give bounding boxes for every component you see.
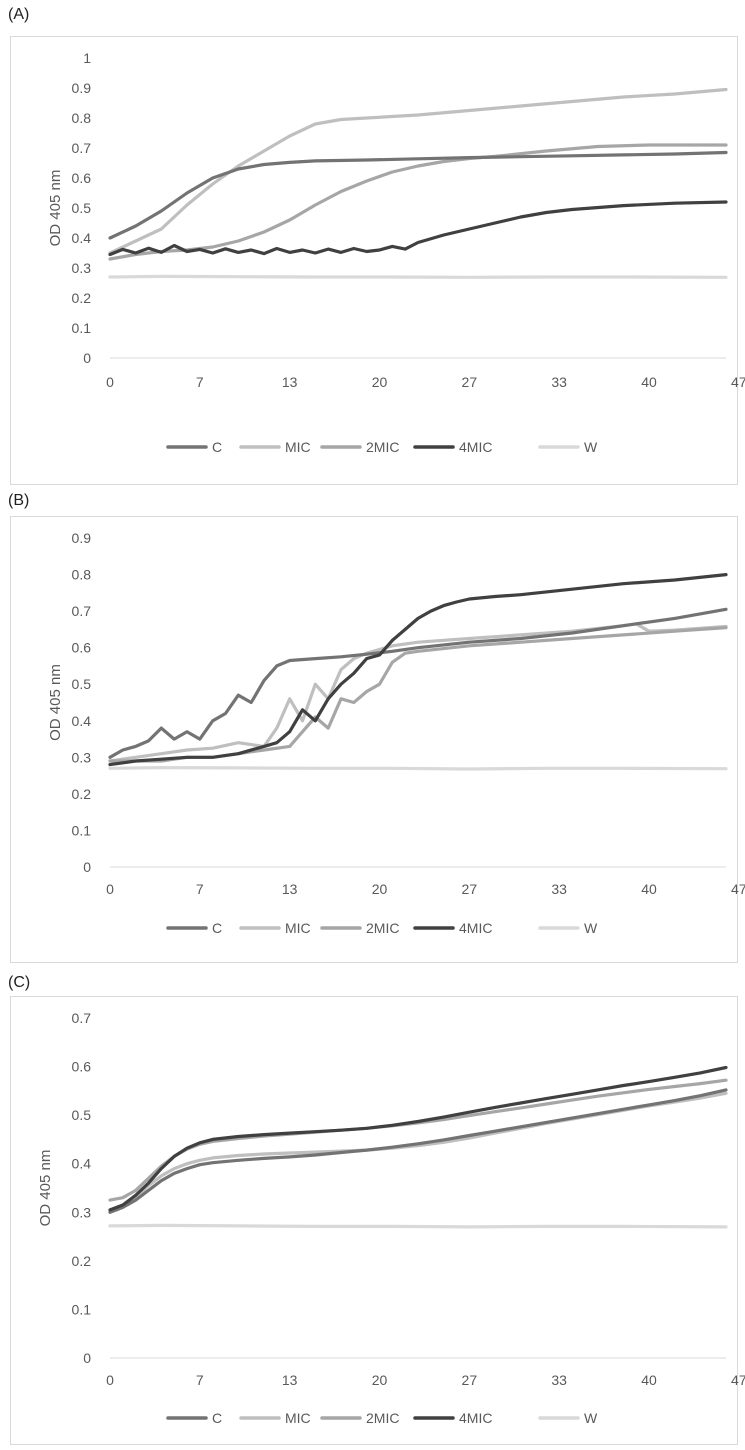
y-tick-label: 1 bbox=[83, 50, 91, 66]
legend-label-mic-a: MIC bbox=[285, 439, 311, 455]
y-tick-label: 0.8 bbox=[72, 567, 92, 583]
x-tick-label: 20 bbox=[372, 1372, 388, 1388]
x-tick-label: 47 bbox=[731, 1372, 745, 1388]
legend-label-mic-b: MIC bbox=[285, 920, 311, 936]
y-tick-label: 0.9 bbox=[72, 80, 92, 96]
x-tick-label: 13 bbox=[282, 374, 298, 390]
x-tick-label: 20 bbox=[372, 374, 388, 390]
series-line-4mic-b bbox=[108, 572, 728, 767]
y-tick-label: 0.2 bbox=[72, 290, 92, 306]
x-tick-label: 27 bbox=[462, 1372, 478, 1388]
x-tick-label: 40 bbox=[641, 881, 657, 897]
x-tick-label: 0 bbox=[106, 881, 114, 897]
y-tick-label: 0.6 bbox=[72, 640, 92, 656]
x-tick-label: 7 bbox=[196, 374, 204, 390]
x-tick-label: 7 bbox=[196, 881, 204, 897]
series-line-mic-b bbox=[108, 622, 728, 763]
y-tick-label: 0.3 bbox=[72, 1204, 92, 1220]
series-line-mic-c bbox=[108, 1091, 728, 1214]
y-tick-label: 0.7 bbox=[72, 140, 92, 156]
chart-frame-a bbox=[10, 36, 738, 485]
x-tick-label: 40 bbox=[641, 374, 657, 390]
x-tick-label: 47 bbox=[731, 881, 745, 897]
x-tick-label: 0 bbox=[106, 374, 114, 390]
series-line-c-a bbox=[108, 150, 728, 240]
panel-a-label: (A) bbox=[8, 6, 30, 23]
y-tick-label: 0.6 bbox=[72, 1059, 92, 1075]
x-tick-label: 7 bbox=[196, 1372, 204, 1388]
legend-label-c-b: C bbox=[212, 920, 222, 936]
y-tick-label: 0 bbox=[83, 1350, 91, 1366]
x-tick-label: 33 bbox=[551, 1372, 567, 1388]
y-tick-label: 0.4 bbox=[72, 230, 92, 246]
series-line-4mic-c bbox=[108, 1065, 728, 1212]
series-line-c-c bbox=[108, 1088, 728, 1214]
x-tick-label: 27 bbox=[462, 374, 478, 390]
chart-frame-c bbox=[10, 996, 738, 1445]
series-line-4mic-a bbox=[108, 200, 728, 257]
x-tick-label: 0 bbox=[106, 1372, 114, 1388]
x-tick-label: 40 bbox=[641, 1372, 657, 1388]
series-line-mic-a bbox=[108, 87, 728, 255]
series-line-c-b bbox=[108, 607, 728, 759]
legend-label-w-b: W bbox=[584, 920, 598, 936]
y-tick-label: 0.7 bbox=[72, 1010, 92, 1026]
x-tick-label: 20 bbox=[372, 881, 388, 897]
legend-label-4mic-c: 4MIC bbox=[459, 1410, 492, 1426]
series-line-2mic-c bbox=[108, 1078, 728, 1202]
y-tick-label: 0.7 bbox=[72, 603, 92, 619]
legend-label-2mic-b: 2MIC bbox=[366, 920, 399, 936]
legend-label-c-c: C bbox=[212, 1410, 222, 1426]
legend-label-2mic-c: 2MIC bbox=[366, 1410, 399, 1426]
y-tick-label: 0.2 bbox=[72, 786, 92, 802]
y-axis-title-c: OD 405 nm bbox=[37, 1150, 54, 1227]
y-tick-label: 0.4 bbox=[72, 713, 92, 729]
y-tick-label: 0.6 bbox=[72, 170, 92, 186]
y-tick-label: 0.8 bbox=[72, 110, 92, 126]
x-tick-label: 33 bbox=[551, 374, 567, 390]
y-tick-label: 0.5 bbox=[72, 1107, 92, 1123]
y-tick-label: 0.3 bbox=[72, 260, 92, 276]
legend-label-w-c: W bbox=[584, 1410, 598, 1426]
legend-label-4mic-b: 4MIC bbox=[459, 920, 492, 936]
y-tick-label: 0 bbox=[83, 859, 91, 875]
x-tick-label: 13 bbox=[282, 881, 298, 897]
panel-b-label: (B) bbox=[8, 492, 30, 509]
y-tick-label: 0.2 bbox=[72, 1253, 92, 1269]
x-tick-label: 33 bbox=[551, 881, 567, 897]
legend-label-c-a: C bbox=[212, 439, 222, 455]
y-tick-label: 0.1 bbox=[72, 320, 92, 336]
chart-frame-b bbox=[10, 516, 738, 963]
legend-label-w-a: W bbox=[584, 439, 598, 455]
series-line-w-a bbox=[108, 274, 728, 279]
y-tick-label: 0.9 bbox=[72, 530, 92, 546]
series-line-w-c bbox=[108, 1223, 728, 1229]
legend-label-mic-c: MIC bbox=[285, 1410, 311, 1426]
y-axis-title-b: OD 405 nm bbox=[47, 664, 64, 741]
legend-label-2mic-a: 2MIC bbox=[366, 439, 399, 455]
y-tick-label: 0 bbox=[83, 350, 91, 366]
x-tick-label: 27 bbox=[462, 881, 478, 897]
x-tick-label: 13 bbox=[282, 1372, 298, 1388]
y-tick-label: 0.5 bbox=[72, 200, 92, 216]
y-tick-label: 0.1 bbox=[72, 1301, 92, 1317]
panel-c-label: (C) bbox=[8, 974, 31, 991]
y-tick-label: 0.1 bbox=[72, 822, 92, 838]
y-tick-label: 0.4 bbox=[72, 1156, 92, 1172]
series-line-w-b bbox=[108, 765, 728, 771]
legend-label-4mic-a: 4MIC bbox=[459, 439, 492, 455]
y-axis-title-a: OD 405 nm bbox=[47, 170, 64, 247]
y-tick-label: 0.3 bbox=[72, 749, 92, 765]
y-tick-label: 0.5 bbox=[72, 676, 92, 692]
x-tick-label: 47 bbox=[731, 374, 745, 390]
